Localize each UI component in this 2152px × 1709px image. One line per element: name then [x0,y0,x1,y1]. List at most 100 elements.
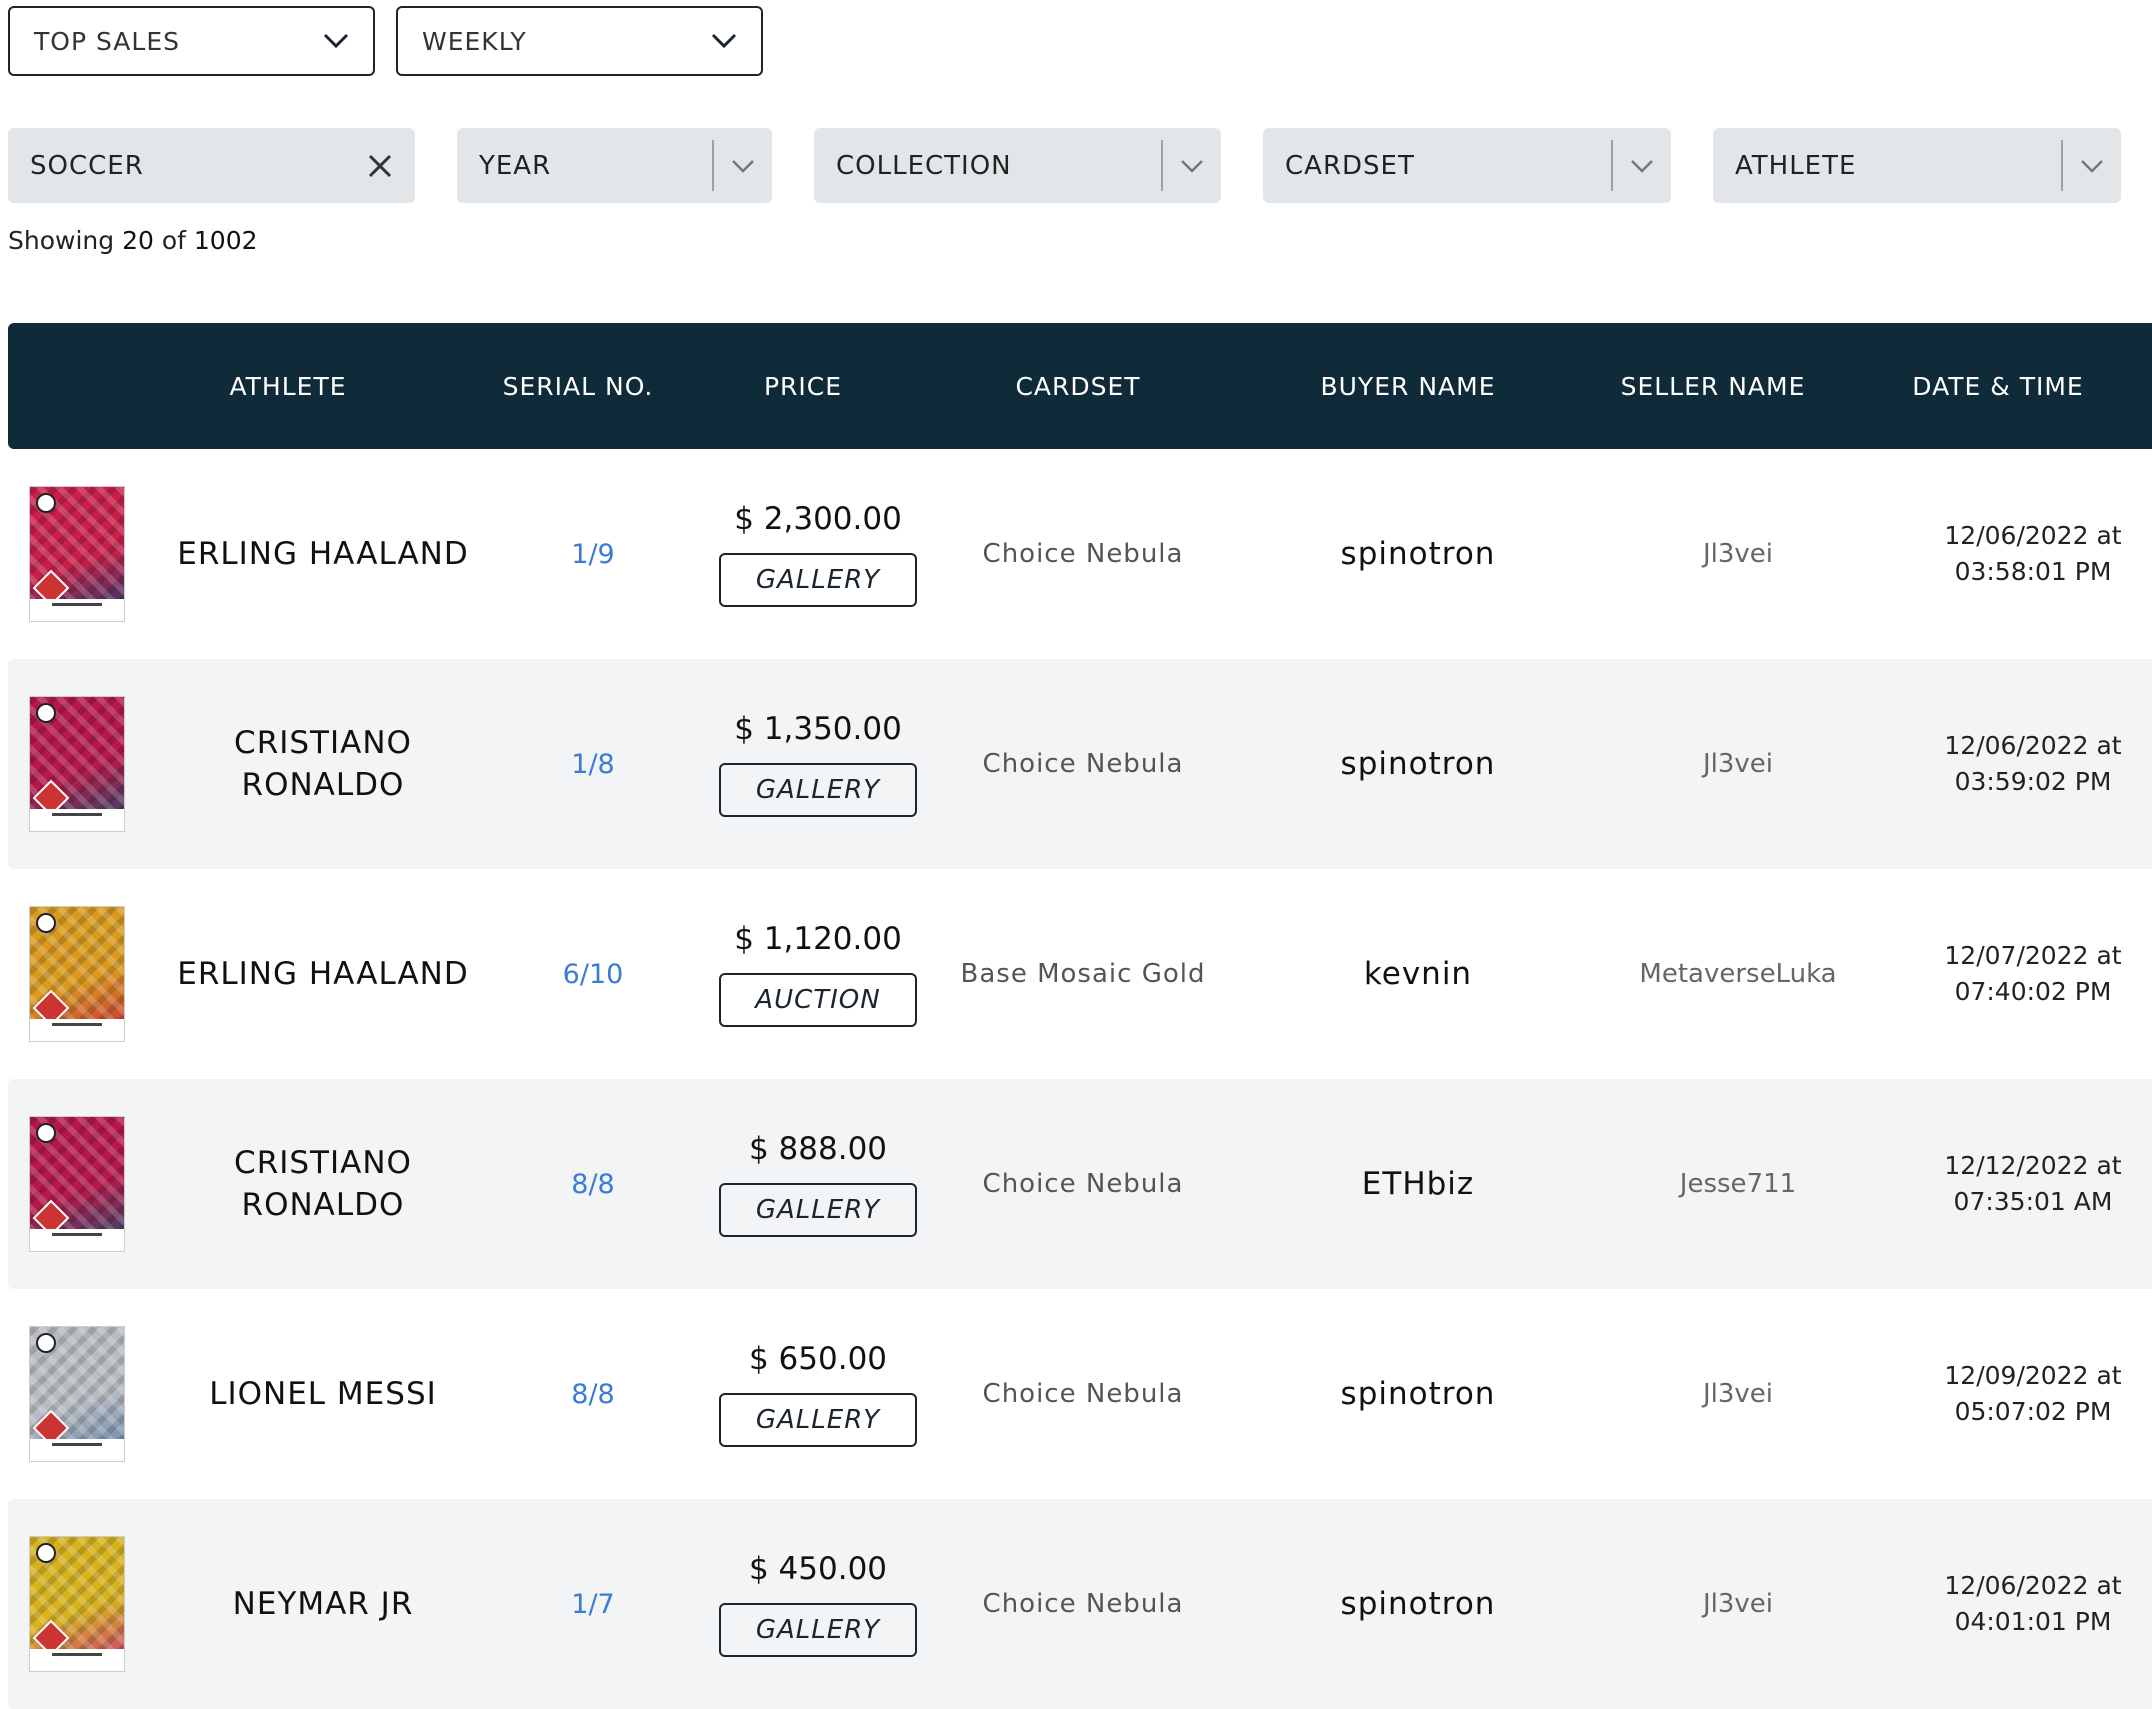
card-logo [36,1333,56,1353]
card-logo [36,913,56,933]
table-row[interactable]: ERLING HAALAND 1/9 $ 2,300.00 GALLERY Ch… [8,449,2152,659]
athlete-name-line: ERLING HAALAND [177,956,469,992]
sale-type-badge[interactable]: GALLERY [719,763,917,817]
date-time: 12/09/2022 at 05:07:02 PM [1888,1289,2152,1499]
card-thumbnail[interactable] [29,1536,125,1672]
buyer-name[interactable]: spinotron [1340,1376,1496,1412]
seller-name[interactable]: Jl3vei [1702,1589,1774,1619]
card-thumbnail[interactable] [29,696,125,832]
seller-name[interactable]: Jesse711 [1679,1169,1797,1199]
seller-name[interactable]: Jl3vei [1702,749,1774,779]
card-thumbnail[interactable] [29,486,125,622]
athlete-name[interactable]: NEYMAR JR [148,1499,498,1709]
time-line: 05:07:02 PM [1954,1397,2112,1426]
sale-type-badge[interactable]: GALLERY [719,1603,917,1657]
header-price: PRICE [763,371,843,401]
serial-number[interactable]: 1/9 [571,538,615,570]
serial-number[interactable]: 1/8 [571,748,615,780]
date-time: 12/06/2022 at 03:59:02 PM [1888,659,2152,869]
date-line: 12/07/2022 at [1944,941,2122,970]
buyer-name[interactable]: ETHbiz [1361,1166,1475,1202]
chevron-down-icon [711,28,737,54]
header-seller: SELLER NAME [1620,371,1806,401]
period-select[interactable]: WEEKLY [396,6,763,76]
card-nameplate [30,1019,124,1041]
sale-type-badge[interactable]: AUCTION [719,973,917,1027]
sort-select[interactable]: TOP SALES [8,6,375,76]
sport-filter[interactable]: SOCCER [8,128,415,203]
chevron-down-icon [1177,128,1207,203]
table-row[interactable]: ERLING HAALAND 6/10 $ 1,120.00 AUCTION B… [8,869,2152,1079]
card-logo [36,493,56,513]
buyer-name[interactable]: kevnin [1363,956,1473,992]
serial-number[interactable]: 8/8 [571,1378,615,1410]
divider [1161,140,1163,191]
price-cell: $ 888.00 GALLERY [698,1079,938,1289]
time-line: 07:40:02 PM [1954,977,2112,1006]
year-filter-label: YEAR [479,150,552,181]
seller-name[interactable]: Jl3vei [1702,1379,1774,1409]
athlete-name-line: LIONEL MESSI [209,1376,437,1412]
time-line: 03:59:02 PM [1954,767,2112,796]
cardset-filter-label: CARDSET [1285,150,1415,181]
athlete-name[interactable]: CRISTIANO RONALDO [148,659,498,869]
showing-of: of [161,226,186,255]
athlete-name[interactable]: ERLING HAALAND [148,449,498,659]
table-row[interactable]: CRISTIANO RONALDO 8/8 $ 888.00 GALLERY Ch… [8,1079,2152,1289]
athlete-name[interactable]: CRISTIANO RONALDO [148,1079,498,1289]
card-nameplate [30,1649,124,1671]
seller-name[interactable]: MetaverseLuka [1639,959,1837,989]
collection-filter[interactable]: COLLECTION [814,128,1221,203]
athlete-filter[interactable]: ATHLETE [1713,128,2121,203]
card-thumbnail[interactable] [29,1116,125,1252]
athlete-name-line: CRISTIANO [234,725,412,761]
header-serial: SERIAL NO. [502,371,654,401]
price-cell: $ 1,120.00 AUCTION [698,869,938,1079]
buyer-name[interactable]: spinotron [1340,746,1496,782]
card-nameplate [30,1439,124,1461]
time-line: 03:58:01 PM [1954,557,2112,586]
sale-type-badge[interactable]: GALLERY [719,1393,917,1447]
year-filter[interactable]: YEAR [457,128,772,203]
athlete-name-line: CRISTIANO [234,1145,412,1181]
buyer-name[interactable]: spinotron [1340,1586,1496,1622]
price: $ 650.00 [748,1341,888,1377]
showing-prefix: Showing [8,226,115,255]
table-row[interactable]: NEYMAR JR 1/7 $ 450.00 GALLERY Choice Ne… [8,1499,2152,1709]
athlete-name[interactable]: LIONEL MESSI [148,1289,498,1499]
header-athlete: ATHLETE [229,371,347,401]
cardset: Base Mosaic Gold [960,959,1206,989]
athlete-name[interactable]: ERLING HAALAND [148,869,498,1079]
card-thumbnail[interactable] [29,906,125,1042]
seller-name[interactable]: Jl3vei [1702,539,1774,569]
period-select-value: WEEKLY [422,26,527,56]
close-icon[interactable] [365,128,395,203]
cardset: Choice Nebula [982,539,1184,569]
date-line: 12/12/2022 at [1944,1151,2122,1180]
card-thumbnail[interactable] [29,1326,125,1462]
cardset-filter[interactable]: CARDSET [1263,128,1671,203]
serial-number[interactable]: 1/7 [571,1588,615,1620]
table-header: ATHLETE SERIAL NO. PRICE CARDSET BUYER N… [8,323,2152,449]
date-time: 12/06/2022 at 04:01:01 PM [1888,1499,2152,1709]
date-time: 12/06/2022 at 03:58:01 PM [1888,449,2152,659]
sale-type-badge[interactable]: GALLERY [719,1183,917,1237]
showing-total: 1002 [193,226,258,255]
price: $ 1,350.00 [734,711,902,747]
divider [712,140,714,191]
buyer-name[interactable]: spinotron [1340,536,1496,572]
card-logo [36,703,56,723]
chevron-down-icon [1627,128,1657,203]
cardset: Choice Nebula [982,749,1184,779]
chevron-down-icon [2077,128,2107,203]
sale-type-badge[interactable]: GALLERY [719,553,917,607]
serial-number[interactable]: 8/8 [571,1168,615,1200]
card-nameplate [30,599,124,621]
time-line: 04:01:01 PM [1954,1607,2112,1636]
serial-number[interactable]: 6/10 [562,958,624,990]
table-row[interactable]: LIONEL MESSI 8/8 $ 650.00 GALLERY Choice… [8,1289,2152,1499]
price-cell: $ 450.00 GALLERY [698,1499,938,1709]
table-row[interactable]: CRISTIANO RONALDO 1/8 $ 1,350.00 GALLERY … [8,659,2152,869]
chevron-down-icon [323,28,349,54]
athlete-name-line: ERLING HAALAND [177,536,469,572]
